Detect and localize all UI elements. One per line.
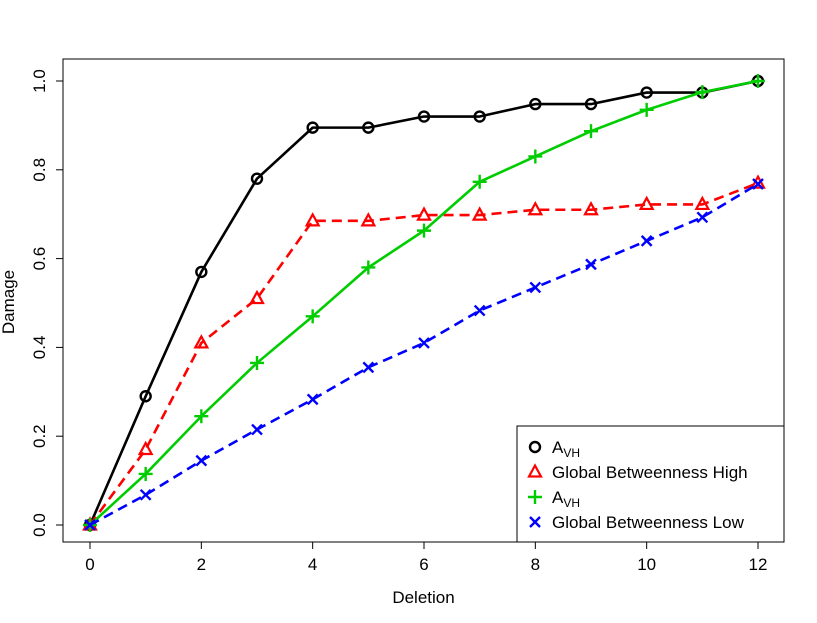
legend-label-4: Global Betweenness Low: [552, 513, 745, 532]
series-1-point: [584, 97, 598, 111]
series-4-point: [696, 211, 709, 224]
series-layer: [82, 74, 766, 532]
series-3-point: [194, 409, 209, 424]
x-tick-label: 0: [85, 555, 94, 574]
y-tick-label: 0.2: [30, 424, 49, 448]
series-2-point: [416, 206, 432, 221]
series-4-point: [139, 488, 152, 501]
x-tick-label: 6: [419, 555, 428, 574]
series-1-point: [139, 390, 152, 403]
legend-marker-4: [529, 516, 541, 528]
series-3-point: [417, 223, 431, 238]
series-3-point: [584, 124, 598, 139]
series-2-point: [638, 195, 655, 211]
x-tick-label: 2: [197, 555, 206, 574]
series-2-point: [137, 440, 154, 456]
series-3-point: [751, 74, 765, 88]
x-axis: 0 2 4 6 8 10 12: [85, 541, 768, 574]
legend-label-2: Global Betweenness High: [552, 463, 748, 482]
series-1-point: [473, 110, 486, 123]
series-2-point: [694, 195, 711, 211]
series-2: [82, 174, 766, 531]
series-3-point: [250, 355, 264, 370]
series-4-point: [640, 234, 653, 247]
series-4-point: [195, 454, 208, 467]
series-1-point: [362, 121, 375, 134]
legend-marker-1: [528, 440, 542, 454]
series-1-point: [250, 172, 264, 185]
y-tick-label: 0.4: [30, 336, 49, 360]
series-3-point: [138, 466, 153, 481]
series-2-point: [193, 334, 210, 349]
series-1-point: [306, 121, 319, 134]
series-4-point: [251, 423, 263, 436]
x-axis-title: Deletion: [392, 588, 454, 607]
y-tick-label: 0.6: [30, 247, 49, 271]
y-axis: 0.0 0.2 0.4 0.6 0.8 1.0: [30, 69, 64, 537]
series-1-point: [417, 110, 431, 123]
series-4-point: [362, 361, 375, 374]
x-tick-label: 10: [637, 555, 656, 574]
y-tick-label: 1.0: [30, 69, 49, 93]
series-4-point: [418, 337, 430, 349]
series-1-point: [195, 265, 208, 279]
series-2-point: [304, 212, 321, 227]
series-4-point: [473, 304, 486, 317]
series-3-point: [305, 309, 320, 324]
series-3-point: [639, 102, 654, 117]
legend-label-1: AVH: [552, 438, 580, 460]
x-tick-label: 8: [531, 555, 540, 574]
series-3-point: [528, 149, 543, 164]
series-4-point: [585, 258, 597, 271]
series-2-line: [88, 181, 759, 526]
legend-label-3: AVH: [552, 488, 580, 510]
series-2-point: [360, 212, 377, 227]
series-2-point: [249, 289, 265, 305]
series-3-point: [695, 85, 710, 100]
x-tick-label: 4: [308, 555, 317, 574]
y-tick-label: 0.0: [30, 513, 49, 537]
series-1-point: [640, 86, 653, 99]
series-4-point: [306, 393, 319, 406]
legend: AVH Global Betweenness High AVH Global Betw…: [516, 425, 785, 543]
series-2-point: [471, 206, 488, 221]
series-2-point: [527, 200, 544, 216]
x-tick-label: 12: [749, 555, 768, 574]
series-4-point: [84, 519, 96, 531]
y-axis-title: Damage: [0, 270, 18, 334]
series-4-point: [529, 281, 542, 294]
legend-marker-3: [528, 490, 542, 504]
series-3-point: [472, 174, 487, 189]
series-2-point: [583, 200, 599, 216]
series-4: [84, 178, 764, 531]
series-4-point: [752, 178, 764, 190]
series-1-point: [529, 97, 542, 111]
series-1-line: [88, 79, 759, 526]
legend-box: [516, 425, 785, 543]
y-tick-label: 0.8: [30, 158, 49, 182]
series-3-point: [361, 260, 376, 275]
legend-marker-2: [527, 463, 543, 478]
